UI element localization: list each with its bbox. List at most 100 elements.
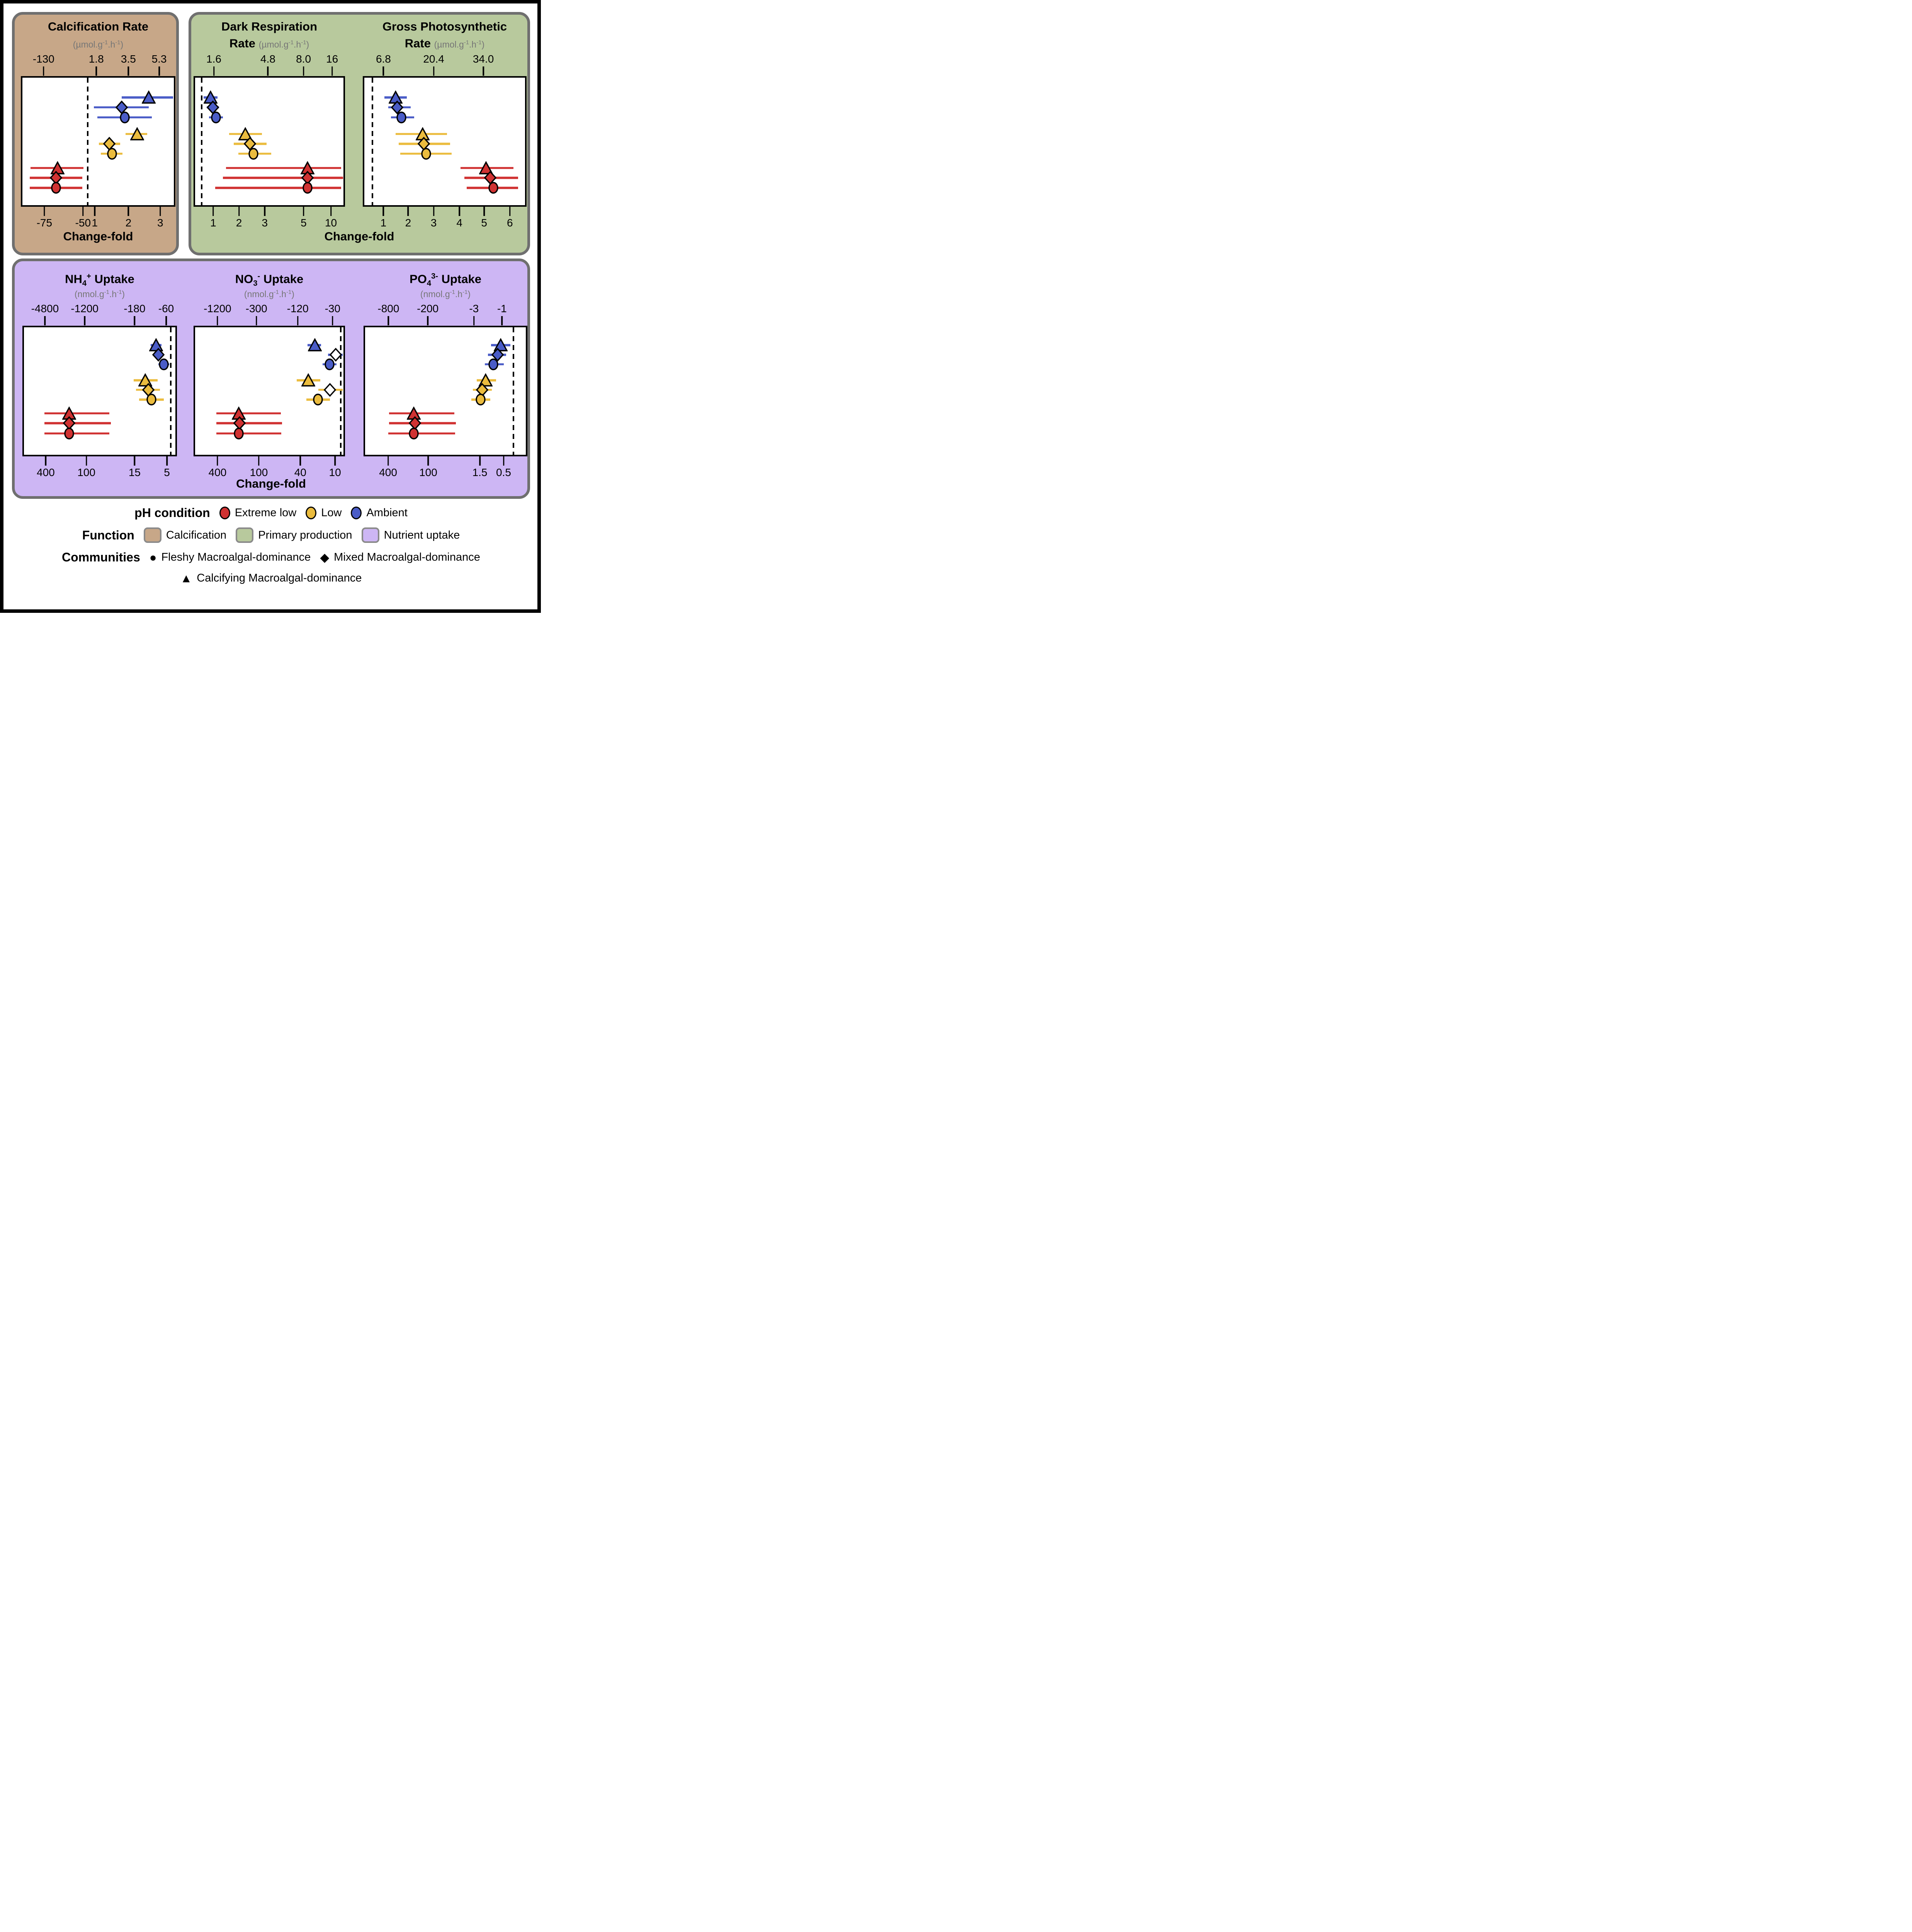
axis-tick-label: 5 xyxy=(301,217,307,229)
top-axis-labels: -1200 -300 -120 -30 xyxy=(194,302,345,316)
triangle-marker-icon xyxy=(308,338,322,352)
plot-calcification-rate: Calcification Rate (µmol.g-1.h-1) -130 1.8 3… xyxy=(21,18,175,230)
plot-title-line2: (nmol.g-1.h-1) xyxy=(364,284,527,302)
legend-item-function: Primary production xyxy=(236,527,352,543)
circle-marker-icon xyxy=(119,111,130,124)
axis-tick xyxy=(44,207,45,216)
panel-calcification: Calcification Rate (µmol.g-1.h-1) -130 1.8 3… xyxy=(12,12,179,255)
axis-tick xyxy=(382,207,384,216)
triangle-marker-icon xyxy=(238,127,252,141)
axis-tick-label: 100 xyxy=(77,466,95,478)
top-axis-ticks xyxy=(363,66,527,76)
axis-tick-label: 400 xyxy=(379,466,397,478)
axis-tick-label: -75 xyxy=(36,217,53,229)
axis-tick-label: 3 xyxy=(157,217,163,229)
axis-tick-label: 2 xyxy=(125,217,132,229)
bottom-axis-labels: -75 -50 1 2 3 xyxy=(21,216,175,230)
top-axis-ticks xyxy=(22,316,177,326)
legend-item-community: ◆ Mixed Macroalgal-dominance xyxy=(320,551,480,564)
axis-tick-label: 100 xyxy=(419,466,437,478)
axis-tick-label: 2 xyxy=(236,217,242,229)
no-change-reference-line xyxy=(170,327,172,455)
axis-tick-label: 2 xyxy=(405,217,411,229)
bottom-axis-ticks xyxy=(194,207,345,216)
panel-primary-production: Dark Respiration Rate (µmol.g-1.h-1) 1.6 4.… xyxy=(189,12,530,255)
axis-tick-label: 400 xyxy=(208,466,227,478)
circle-marker-icon xyxy=(409,427,419,439)
axis-tick xyxy=(433,207,435,216)
error-bar xyxy=(215,187,342,189)
diamond-icon: ◆ xyxy=(320,551,330,564)
bottom-axis-labels: 1 2 3 4 5 6 xyxy=(363,216,527,230)
axis-tick-label: 1.6 xyxy=(206,53,221,65)
legend-item-function: Calcification xyxy=(143,527,227,543)
bottom-axis-labels: 400 100 40 10 xyxy=(194,466,345,480)
legend-row-communities-2: ▲ Calcifying Macroalgal-dominance xyxy=(12,572,530,585)
axis-tick xyxy=(43,66,44,76)
top-axis-ticks xyxy=(194,316,345,326)
circle-marker-icon xyxy=(313,394,323,406)
axis-tick-label: 5 xyxy=(164,466,170,478)
triangle-marker-icon xyxy=(479,373,493,387)
no-change-reference-line xyxy=(340,327,342,455)
axis-tick-label: -4800 xyxy=(31,303,59,315)
axis-tick xyxy=(297,316,299,325)
axis-tick-label: -300 xyxy=(245,303,267,315)
axis-tick-label: 8.0 xyxy=(296,53,311,65)
axis-tick xyxy=(387,456,389,466)
circle-marker-icon xyxy=(488,358,499,370)
bottom-axis-labels: 400 100 15 5 xyxy=(22,466,177,480)
axis-tick xyxy=(483,207,485,216)
axis-tick-label: 400 xyxy=(37,466,55,478)
axis-tick xyxy=(483,66,484,76)
legend-header: Function xyxy=(82,528,134,542)
axis-tick xyxy=(217,456,218,466)
top-axis-ticks xyxy=(194,66,345,76)
axis-tick-label: 4.8 xyxy=(260,53,275,65)
error-bar xyxy=(44,432,110,435)
circle-marker-icon xyxy=(159,358,169,370)
plot-title-line2: Rate (µmol.g-1.h-1) xyxy=(404,36,485,50)
bottom-axis-ticks xyxy=(363,207,527,216)
no-change-reference-line xyxy=(87,78,89,205)
plot-gross-photosynthetic-rate: Gross Photosynthetic Rate (µmol.g-1.h-1) 6… xyxy=(363,18,527,230)
error-bar xyxy=(389,412,455,415)
axis-tick-label: 20.4 xyxy=(423,53,444,65)
axis-tick xyxy=(94,207,95,216)
ph-color-circle-icon xyxy=(351,507,362,519)
legend-header: Communities xyxy=(62,550,140,564)
plot-unit: (µmol.g-1.h-1) xyxy=(258,39,309,49)
plot-area xyxy=(194,326,345,456)
axis-tick-label: -120 xyxy=(287,303,309,315)
error-bar xyxy=(44,412,110,415)
plot-dark-respiration-rate: Dark Respiration Rate (µmol.g-1.h-1) 1.6 4.… xyxy=(194,18,345,230)
axis-tick-label: 6.8 xyxy=(376,53,391,65)
axis-tick xyxy=(134,456,136,466)
axis-tick-label: 1.5 xyxy=(472,466,488,478)
axis-tick xyxy=(427,316,428,325)
axis-tick xyxy=(407,207,409,216)
circle-marker-icon xyxy=(488,182,498,194)
axis-tick xyxy=(509,207,511,216)
axis-tick xyxy=(85,456,87,466)
axis-tick-label: 5.3 xyxy=(151,53,167,65)
axis-tick-label: 6 xyxy=(506,217,513,229)
circle-marker-icon xyxy=(234,427,244,439)
legend-row-ph-condition: pH condition Extreme low Low Ambient xyxy=(12,506,530,520)
axis-tick-label: 1 xyxy=(380,217,387,229)
axis-tick-label: -180 xyxy=(124,303,146,315)
axis-tick xyxy=(299,456,301,466)
legend-item-label: Ambient xyxy=(366,507,408,519)
axis-tick xyxy=(217,316,218,325)
plot-title: Dark Respiration xyxy=(221,20,318,33)
axis-tick xyxy=(44,316,46,325)
axis-tick xyxy=(303,66,304,76)
axis-tick xyxy=(387,316,389,325)
legend-item-ph: Ambient xyxy=(351,507,408,519)
legend-item-label: Calcification xyxy=(166,529,227,541)
legend-item-ph: Extreme low xyxy=(219,507,296,519)
plot-unit: (µmol.g-1.h-1) xyxy=(434,39,485,49)
axis-tick-label: -1200 xyxy=(204,303,231,315)
legend: pH condition Extreme low Low Ambient Functi… xyxy=(12,506,530,592)
triangle-icon: ▲ xyxy=(180,571,192,585)
